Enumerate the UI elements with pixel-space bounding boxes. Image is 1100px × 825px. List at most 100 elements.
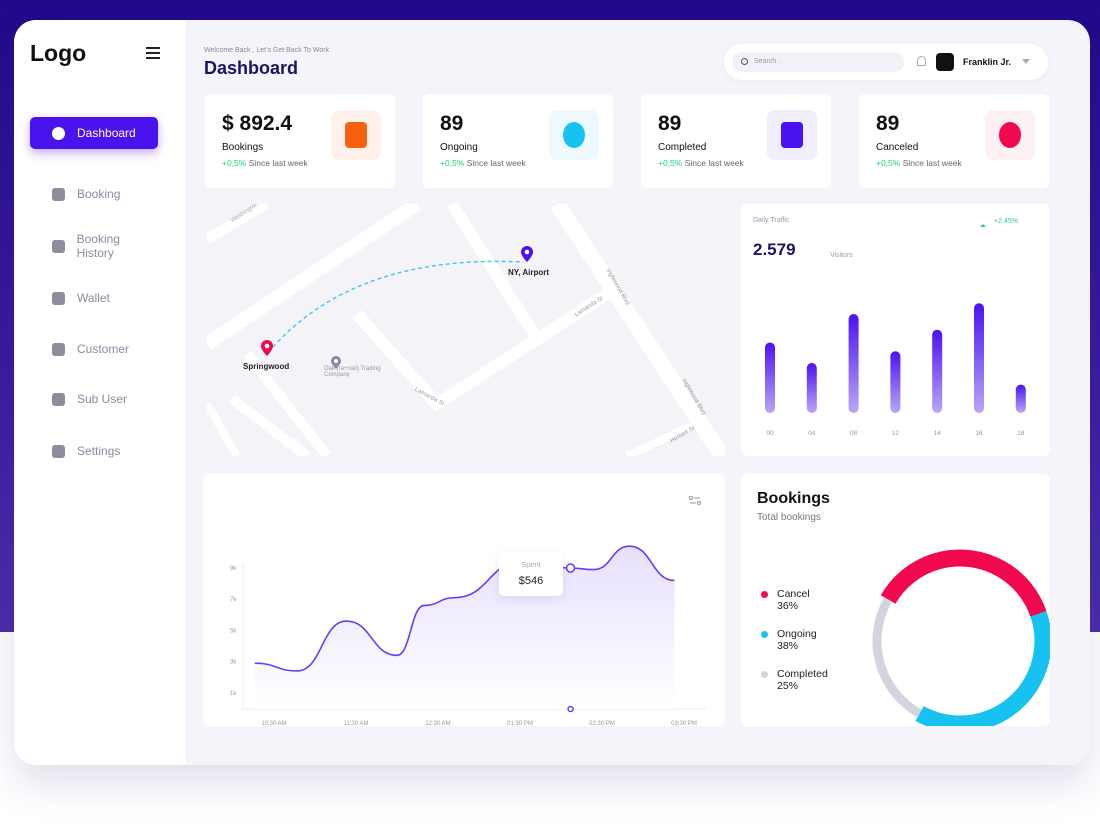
history-icon	[52, 239, 65, 253]
change-period: Since last week	[466, 158, 526, 168]
traffic-change: +2.45%	[994, 218, 1018, 225]
sort-arrows-icon	[781, 122, 803, 148]
sidebar-item-booking-history[interactable]: Booking History	[30, 230, 158, 262]
traffic-bar[interactable]	[848, 314, 859, 413]
stat-icon-box	[331, 110, 381, 160]
sidebar-item-dashboard[interactable]: Dashboard	[30, 117, 158, 149]
origin-label: Springwood	[243, 362, 290, 371]
sidebar-item-label: Sub User	[77, 392, 128, 406]
welcome-text: Welcome Back , Let's Get Back To Work	[204, 47, 330, 54]
x-tick-label: 11:30 AM	[344, 721, 369, 726]
x-tick-label: 04	[808, 430, 816, 437]
arrow-up-icon	[980, 221, 986, 227]
x-tick-label: 12:30 AM	[425, 721, 450, 726]
stat-value: 89	[658, 112, 682, 135]
change-period: Since last week	[684, 158, 744, 168]
bookings-card: Bookings Total bookings Cancel 36% Ongoing…	[741, 474, 1050, 726]
legend-percent: 38%	[777, 640, 799, 652]
poi-label: Oak (ra+nail) Trading Company	[324, 366, 381, 378]
change-percent: +0,5%	[658, 158, 683, 168]
search-placeholder: Search .	[754, 58, 781, 65]
stat-change: +0,5% Since last week	[222, 158, 308, 168]
chevron-down-icon[interactable]	[1022, 59, 1030, 68]
stat-icon-box	[549, 110, 599, 160]
stat-label: Canceled	[876, 142, 919, 153]
x-tick-label: 02:30 PM	[589, 721, 615, 726]
origin-pin-icon[interactable]	[261, 340, 273, 356]
user-icon	[563, 122, 585, 148]
search-icon	[741, 58, 748, 65]
tooltip-value: $546	[518, 575, 544, 587]
sidebar-item-wallet[interactable]: Wallet	[30, 282, 158, 314]
stat-value: $ 892.4	[222, 112, 293, 135]
change-period: Since last week	[248, 158, 308, 168]
y-tick-label: 7k	[230, 597, 237, 603]
bookings-donut-chart	[868, 549, 1050, 726]
traffic-bar[interactable]	[974, 303, 984, 413]
tooltip: Spent $546	[499, 552, 563, 596]
x-tick-label: 00	[766, 430, 774, 437]
y-tick-label: 9k	[230, 566, 237, 572]
y-tick-label: 5k	[230, 628, 237, 634]
traffic-bar[interactable]	[1015, 384, 1026, 413]
daily-traffic-card: Daily Traffic +2.45% 2.579 Visitors 00 04…	[741, 204, 1050, 456]
spending-line-chart[interactable]: 9k 7k 5k 3k 1k 10:30 AM 11:30 AM 12:30 AM 01:30 …	[203, 474, 725, 726]
stat-card-ongoing[interactable]: 89 Ongoing +0,5% Since last week	[423, 94, 613, 188]
logo: Logo	[30, 40, 87, 66]
stat-card-canceled[interactable]: 89 Canceled +0,5% Since last week	[859, 94, 1049, 188]
stat-card-completed[interactable]: 89 Completed +0,5% Since last week	[641, 94, 831, 188]
y-tick-label: 1k	[230, 691, 237, 697]
traffic-title: Daily Traffic	[753, 217, 790, 224]
poi-pin-icon	[331, 356, 341, 369]
traffic-bar-chart: 00 04 08 12 14 16 18	[765, 303, 1026, 437]
change-percent: +0,5%	[222, 158, 247, 168]
pie-chart-icon	[52, 126, 65, 140]
change-period: Since last week	[902, 158, 962, 168]
traffic-bar[interactable]	[765, 342, 775, 413]
bookings-subtitle: Total bookings	[757, 512, 821, 523]
stat-value: 89	[440, 112, 464, 135]
document-icon	[52, 187, 65, 201]
stat-value: 89	[876, 112, 900, 135]
phone-icon	[52, 392, 65, 406]
traffic-bar[interactable]	[890, 351, 901, 413]
x-tick-label: 14	[934, 430, 942, 437]
traffic-unit: Visitors	[830, 252, 853, 259]
legend-dot	[761, 671, 768, 678]
traffic-bar[interactable]	[806, 363, 817, 413]
tooltip-label: Spent	[521, 560, 541, 569]
filter-icon[interactable]	[689, 496, 701, 506]
change-percent: +0,5%	[876, 158, 901, 168]
user-name[interactable]: Franklin Jr.	[963, 57, 1012, 67]
legend-item: Ongoing 38%	[761, 628, 817, 652]
top-bar: Search . Franklin Jr.	[724, 44, 1048, 80]
traffic-bar[interactable]	[932, 329, 943, 413]
user-icon	[52, 342, 65, 356]
sidebar-item-booking[interactable]: Booking	[30, 178, 158, 210]
x-tick-label: 10:30 AM	[261, 721, 286, 726]
stat-change: +0,5% Since last week	[440, 158, 526, 168]
avatar[interactable]	[936, 53, 954, 71]
sidebar: Logo Dashboard Booking Booking History Wall…	[14, 20, 186, 765]
search-input[interactable]: Search .	[732, 52, 904, 72]
legend-dot	[761, 591, 768, 598]
legend-item: Cancel 36%	[761, 588, 810, 612]
sidebar-item-label: Booking	[77, 187, 121, 201]
destination-pin-icon[interactable]	[521, 246, 533, 262]
legend-label: Cancel	[777, 588, 810, 600]
route-map[interactable]: Springwood NY, Airport Oak (ra+nail) Tra…	[207, 204, 725, 456]
legend-label: Completed	[777, 668, 828, 680]
legend-label: Ongoing	[777, 628, 817, 640]
menu-icon[interactable]	[146, 47, 160, 59]
sidebar-item-customer[interactable]: Customer	[30, 333, 158, 365]
hover-point[interactable]	[565, 563, 576, 573]
bell-icon[interactable]	[917, 56, 926, 66]
x-tick-label: 12	[892, 430, 900, 437]
x-cursor-marker[interactable]	[567, 705, 574, 713]
stat-card-bookings[interactable]: $ 892.4 Bookings +0,5% Since last week	[205, 94, 395, 188]
x-tick-label: 18	[1017, 430, 1025, 437]
sidebar-item-settings[interactable]: Settings	[30, 435, 158, 467]
sidebar-item-sub-user[interactable]: Sub User	[30, 383, 158, 415]
sidebar-item-label: Wallet	[77, 291, 110, 305]
stat-change: +0,5% Since last week	[658, 158, 744, 168]
